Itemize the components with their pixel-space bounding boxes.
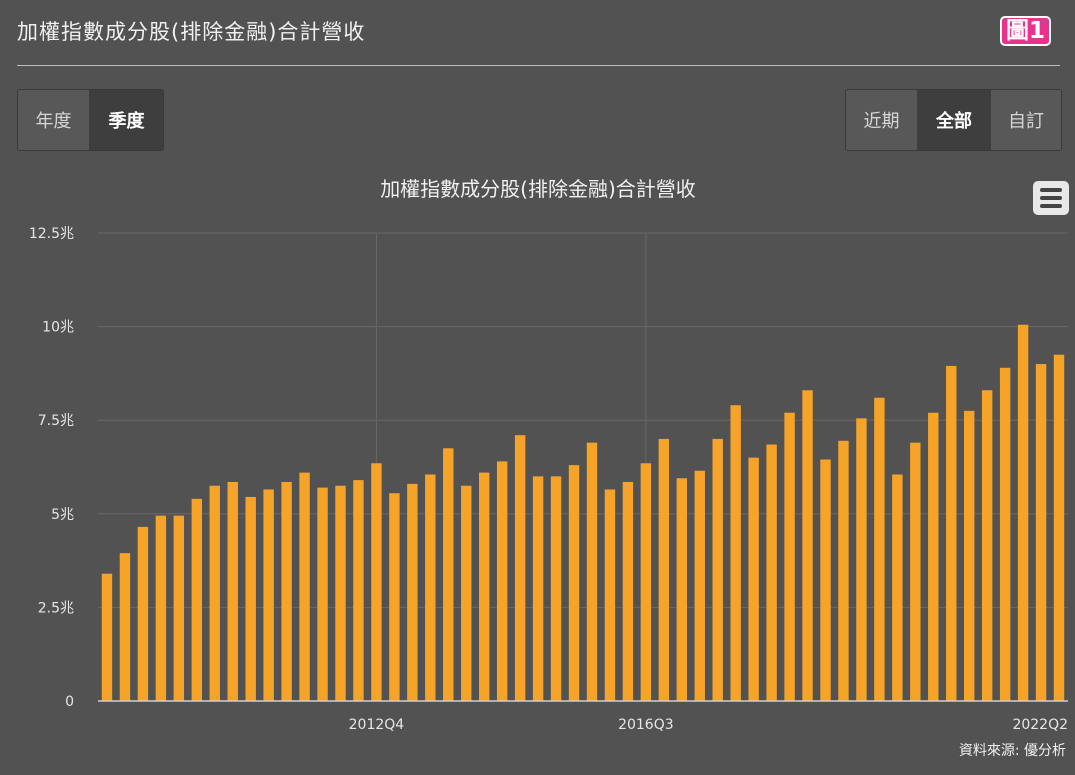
bar-2012Q1[interactable] — [317, 487, 328, 701]
bar-2017Q4[interactable] — [730, 405, 741, 701]
bar-2015Q2[interactable] — [550, 476, 562, 701]
bar-2014Q2[interactable] — [478, 472, 490, 701]
y-tick-label: 7.5兆 — [38, 413, 74, 429]
bar-2011Q4[interactable] — [299, 472, 310, 701]
bar-2012Q3[interactable] — [353, 480, 364, 701]
source-note: 資料來源: 優分析 — [959, 743, 1066, 759]
bar-2015Q4[interactable] — [586, 442, 598, 701]
bar-2016Q3[interactable] — [640, 463, 652, 701]
bar-2015Q3[interactable] — [568, 465, 580, 701]
tab-recent[interactable]: 近期 — [846, 90, 918, 150]
bar-2013Q4[interactable] — [443, 448, 454, 701]
y-tick-label: 0 — [65, 694, 74, 710]
bar-2018Q4[interactable] — [802, 390, 813, 701]
bar-2013Q2[interactable] — [407, 483, 418, 701]
bar-2019Q4[interactable] — [874, 397, 885, 701]
bar-2020Q3[interactable] — [928, 412, 939, 701]
bar-2009Q4[interactable] — [155, 515, 167, 701]
tab-all[interactable]: 全部 — [918, 90, 991, 150]
bar-2022Q2[interactable] — [1053, 354, 1065, 701]
bar-2013Q3[interactable] — [425, 474, 436, 701]
bar-2021Q4[interactable] — [1017, 324, 1029, 701]
bar-2019Q1[interactable] — [820, 459, 831, 701]
bar-2014Q4[interactable] — [514, 435, 526, 701]
bar-2010Q4[interactable] — [227, 481, 238, 701]
bar-2018Q3[interactable] — [784, 412, 795, 701]
bar-2018Q1[interactable] — [748, 457, 759, 701]
x-tick-label: 2016Q3 — [618, 717, 674, 733]
y-tick-label: 2.5兆 — [38, 600, 74, 616]
bar-2009Q3[interactable] — [137, 526, 149, 701]
revenue-chart: 加權指數成分股(排除金融)合計營收 0 2.5兆 5兆 7.5兆 10兆 12.5兆 201… — [29, 177, 1068, 759]
bar-2011Q3[interactable] — [281, 481, 292, 701]
bar-2012Q4[interactable] — [371, 463, 382, 701]
bar-2011Q2[interactable] — [263, 489, 274, 701]
chart-title: 加權指數成分股(排除金融)合計營收 — [380, 177, 696, 201]
bar-2017Q2[interactable] — [694, 470, 705, 701]
hamburger-icon[interactable] — [1033, 181, 1069, 215]
bar-2014Q3[interactable] — [496, 461, 508, 701]
bar-2016Q2[interactable] — [622, 481, 634, 701]
tab-annual[interactable]: 年度 — [18, 90, 90, 150]
bar-2021Q1[interactable] — [963, 410, 975, 701]
bar-2015Q1[interactable] — [532, 476, 544, 701]
bar-2022Q1[interactable] — [1035, 364, 1047, 701]
y-tick-label: 5兆 — [51, 507, 74, 523]
bar-2009Q1[interactable] — [101, 573, 113, 701]
bar-2010Q3[interactable] — [209, 485, 220, 701]
bar-2017Q3[interactable] — [712, 438, 723, 701]
bar-2020Q1[interactable] — [892, 474, 903, 701]
page-header: 加權指數成分股(排除金融)合計營收 圖1 — [0, 0, 1075, 66]
x-tick-label: 2012Q4 — [349, 717, 405, 733]
bar-2013Q1[interactable] — [389, 493, 400, 701]
bar-2010Q2[interactable] — [191, 498, 203, 701]
bar-2019Q3[interactable] — [856, 418, 867, 701]
bar-2020Q4[interactable] — [946, 365, 957, 701]
bar-2016Q4[interactable] — [658, 438, 670, 701]
y-tick-label: 12.5兆 — [29, 226, 74, 242]
bar-2017Q1[interactable] — [676, 478, 688, 701]
page-title: 加權指數成分股(排除金融)合計營收 — [17, 20, 366, 44]
tab-custom[interactable]: 自訂 — [1008, 111, 1044, 132]
bar-2011Q1[interactable] — [245, 496, 256, 701]
header-divider — [17, 65, 1060, 66]
bar-2021Q3[interactable] — [999, 367, 1011, 701]
bar-2010Q1[interactable] — [173, 515, 185, 701]
period-toggle: 年度 季度 — [17, 89, 164, 151]
range-toggle: 近期 全部 自訂 — [845, 89, 1062, 151]
bar-2014Q1[interactable] — [461, 485, 472, 701]
bar-2016Q1[interactable] — [604, 489, 616, 701]
bar-2019Q2[interactable] — [838, 440, 849, 701]
bar-2012Q2[interactable] — [335, 485, 346, 701]
tab-quarterly[interactable]: 季度 — [90, 90, 163, 150]
bar-2020Q2[interactable] — [910, 442, 921, 701]
x-tick-label: 2022Q2 — [1012, 717, 1068, 733]
bar-2021Q2[interactable] — [981, 390, 993, 701]
bar-2009Q2[interactable] — [119, 553, 131, 701]
bar-2018Q2[interactable] — [766, 444, 777, 701]
figure-badge: 圖1 — [1000, 16, 1052, 46]
y-tick-label: 10兆 — [42, 320, 74, 336]
